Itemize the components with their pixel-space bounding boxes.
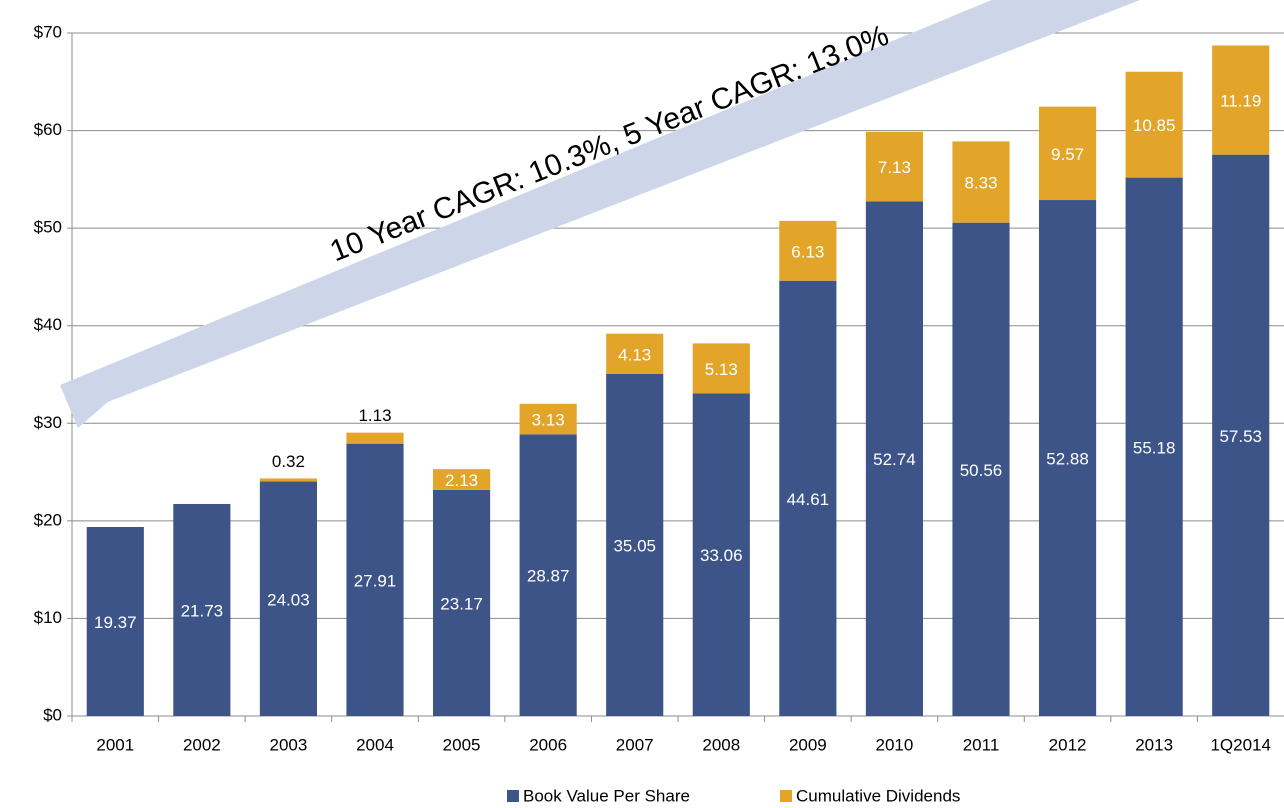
bar-segment: [519, 403, 577, 435]
bar-segment: [865, 201, 923, 717]
y-tick-label: $60: [34, 120, 62, 139]
data-label: 52.88: [1046, 450, 1089, 469]
y-tick-label: $20: [34, 510, 62, 529]
data-label: 33.06: [700, 546, 743, 565]
bar-segment: [346, 432, 404, 444]
data-label: 52.74: [873, 450, 916, 469]
bar-segment: [865, 131, 923, 202]
bar-segment: [779, 220, 837, 281]
data-label: 4.13: [618, 345, 651, 364]
bar-segment: [1212, 45, 1270, 155]
bar-segment: [692, 343, 750, 394]
y-tick-label: $10: [34, 608, 62, 627]
bar-segment: [606, 333, 664, 375]
x-tick-label: 2009: [789, 735, 827, 754]
x-tick-label: 2007: [616, 735, 654, 754]
bar-segment: [1125, 71, 1183, 178]
data-label: 35.05: [613, 536, 656, 555]
data-label: 28.87: [527, 567, 570, 586]
bar-segment: [86, 527, 144, 716]
data-label: 9.57: [1051, 145, 1084, 164]
legend-swatch: [780, 790, 792, 802]
data-label: 11.19: [1220, 92, 1261, 111]
data-label: 10.85: [1133, 116, 1176, 135]
data-label: 5.13: [705, 360, 738, 379]
bar-segment: [1212, 154, 1270, 716]
bar-segment: [952, 222, 1010, 716]
bar-segment: [1039, 106, 1097, 201]
x-tick-label: 2004: [356, 735, 394, 754]
bar-layer: [86, 45, 1270, 717]
data-label: 6.13: [791, 242, 824, 261]
bar-segment: [259, 481, 317, 716]
bar-segment: [1039, 200, 1097, 716]
x-tick-label: 2012: [1049, 735, 1087, 754]
x-tick-label: 1Q2014: [1210, 735, 1271, 754]
x-tick-label: 2011: [963, 735, 1000, 754]
y-tick-label: $40: [34, 315, 62, 334]
data-label: 57.53: [1219, 427, 1262, 446]
data-label: 27.91: [354, 571, 397, 590]
x-tick-label: 2002: [183, 735, 221, 754]
data-label: 55.18: [1133, 438, 1176, 457]
data-label: 8.33: [964, 174, 997, 193]
data-label: 19.37: [94, 613, 137, 632]
legend-label: Cumulative Dividends: [796, 786, 960, 805]
y-tick-label: $30: [34, 413, 62, 432]
x-tick-label: 2006: [529, 735, 567, 754]
x-tick-label: 2001: [96, 735, 134, 754]
legend-label: Book Value Per Share: [523, 786, 690, 805]
x-tick-label: 2003: [270, 735, 308, 754]
data-label: 1.13: [358, 406, 391, 425]
label-layer: 2001 19.37 2002 21.73 2003 24.03 0.32 2004 27.91…: [94, 92, 1271, 806]
bar-segment: [433, 469, 491, 490]
bar-segment: [692, 393, 750, 716]
bar-segment: [173, 503, 231, 716]
bar-segment: [346, 443, 404, 716]
data-label: 50.56: [960, 461, 1003, 480]
bar-segment: [606, 374, 664, 716]
y-tick-label: $70: [34, 22, 62, 41]
x-tick-label: 2008: [702, 735, 740, 754]
legend-swatch: [507, 790, 519, 802]
x-tick-label: 2005: [443, 735, 481, 754]
bar-segment: [779, 280, 837, 716]
data-label: 2.13: [445, 471, 478, 490]
arrow-head: [60, 385, 110, 428]
data-label: 7.13: [878, 158, 911, 177]
bar-segment: [1125, 177, 1183, 717]
data-label: 23.17: [440, 594, 483, 613]
bar-segment: [433, 489, 491, 716]
data-label: 21.73: [181, 601, 224, 620]
data-label: 24.03: [267, 590, 310, 609]
bar-segment: [952, 141, 1010, 223]
bar-segment: [519, 434, 577, 716]
data-label: 44.61: [787, 490, 830, 509]
data-label: 0.32: [272, 452, 305, 471]
x-tick-label: 2013: [1135, 735, 1173, 754]
x-tick-label: 2010: [876, 735, 914, 754]
y-tick-label: $50: [34, 218, 62, 237]
data-label: 3.13: [532, 411, 565, 430]
bar-segment: [259, 478, 317, 482]
y-tick-label: $0: [43, 705, 62, 724]
